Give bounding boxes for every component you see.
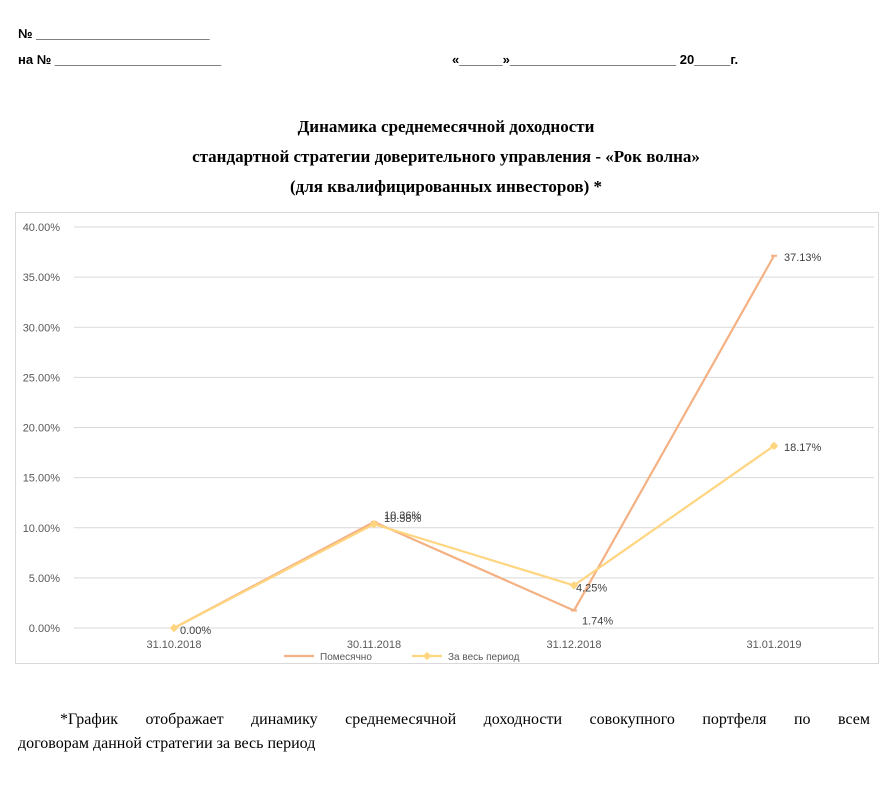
x-tick-label: 30.11.2018	[347, 639, 401, 651]
data-label: 10.36%	[384, 510, 422, 522]
line-chart: 0.00% 5.00% 10.00% 15.00% 20.00% 25.00% 30.00%…	[23, 222, 874, 663]
y-tick-label: 30.00%	[23, 322, 61, 334]
y-tick-label: 5.00%	[29, 573, 60, 585]
series-2-marker	[369, 519, 379, 529]
series-line-2	[173, 444, 775, 629]
footnote-line-2: договорам данной стратегии за весь перио…	[18, 735, 316, 752]
data-label: 1.74%	[582, 616, 613, 628]
legend-label-1: Помесячно	[320, 652, 372, 663]
chart-title-line-2: стандартной стратегии доверительного упр…	[192, 147, 700, 166]
x-tick-label: 31.10.2018	[146, 639, 201, 651]
series-line-1	[173, 255, 775, 629]
footnote-line-1: *График отображает динамику среднемесячн…	[60, 711, 870, 728]
date-line: «______»_______________________ 20_____г…	[452, 52, 739, 67]
data-label: 37.13%	[784, 252, 822, 264]
x-tick-label: 31.12.2018	[546, 639, 601, 651]
series-2-marker	[169, 623, 179, 633]
data-label: 10.58%	[384, 513, 422, 525]
y-tick-label: 20.00%	[23, 423, 61, 435]
x-tick-label: 31.01.2019	[746, 639, 801, 651]
chart-title-line-1: Динамика среднемесячной доходности	[297, 117, 595, 136]
document-number-line: № ________________________	[18, 26, 210, 41]
y-tick-label: 35.00%	[23, 272, 61, 284]
y-tick-label: 10.00%	[23, 523, 61, 535]
chart-title-line-3: (для квалифицированных инвесторов) *	[290, 177, 602, 196]
chart-container: 0.00% 5.00% 10.00% 15.00% 20.00% 25.00% 30.00%…	[15, 212, 879, 664]
legend-label-2: За весь период	[448, 652, 520, 663]
y-tick-label: 0.00%	[29, 623, 60, 635]
y-tick-label: 40.00%	[23, 222, 61, 234]
y-tick-label: 15.00%	[23, 473, 61, 485]
data-label: 18.17%	[784, 442, 822, 454]
legend-marker-2	[422, 651, 432, 661]
data-label: 0.00%	[180, 625, 211, 637]
data-label: 4.25%	[576, 582, 607, 594]
reference-number-line: на № _______________________	[18, 52, 222, 67]
y-tick-label: 25.00%	[23, 372, 61, 384]
